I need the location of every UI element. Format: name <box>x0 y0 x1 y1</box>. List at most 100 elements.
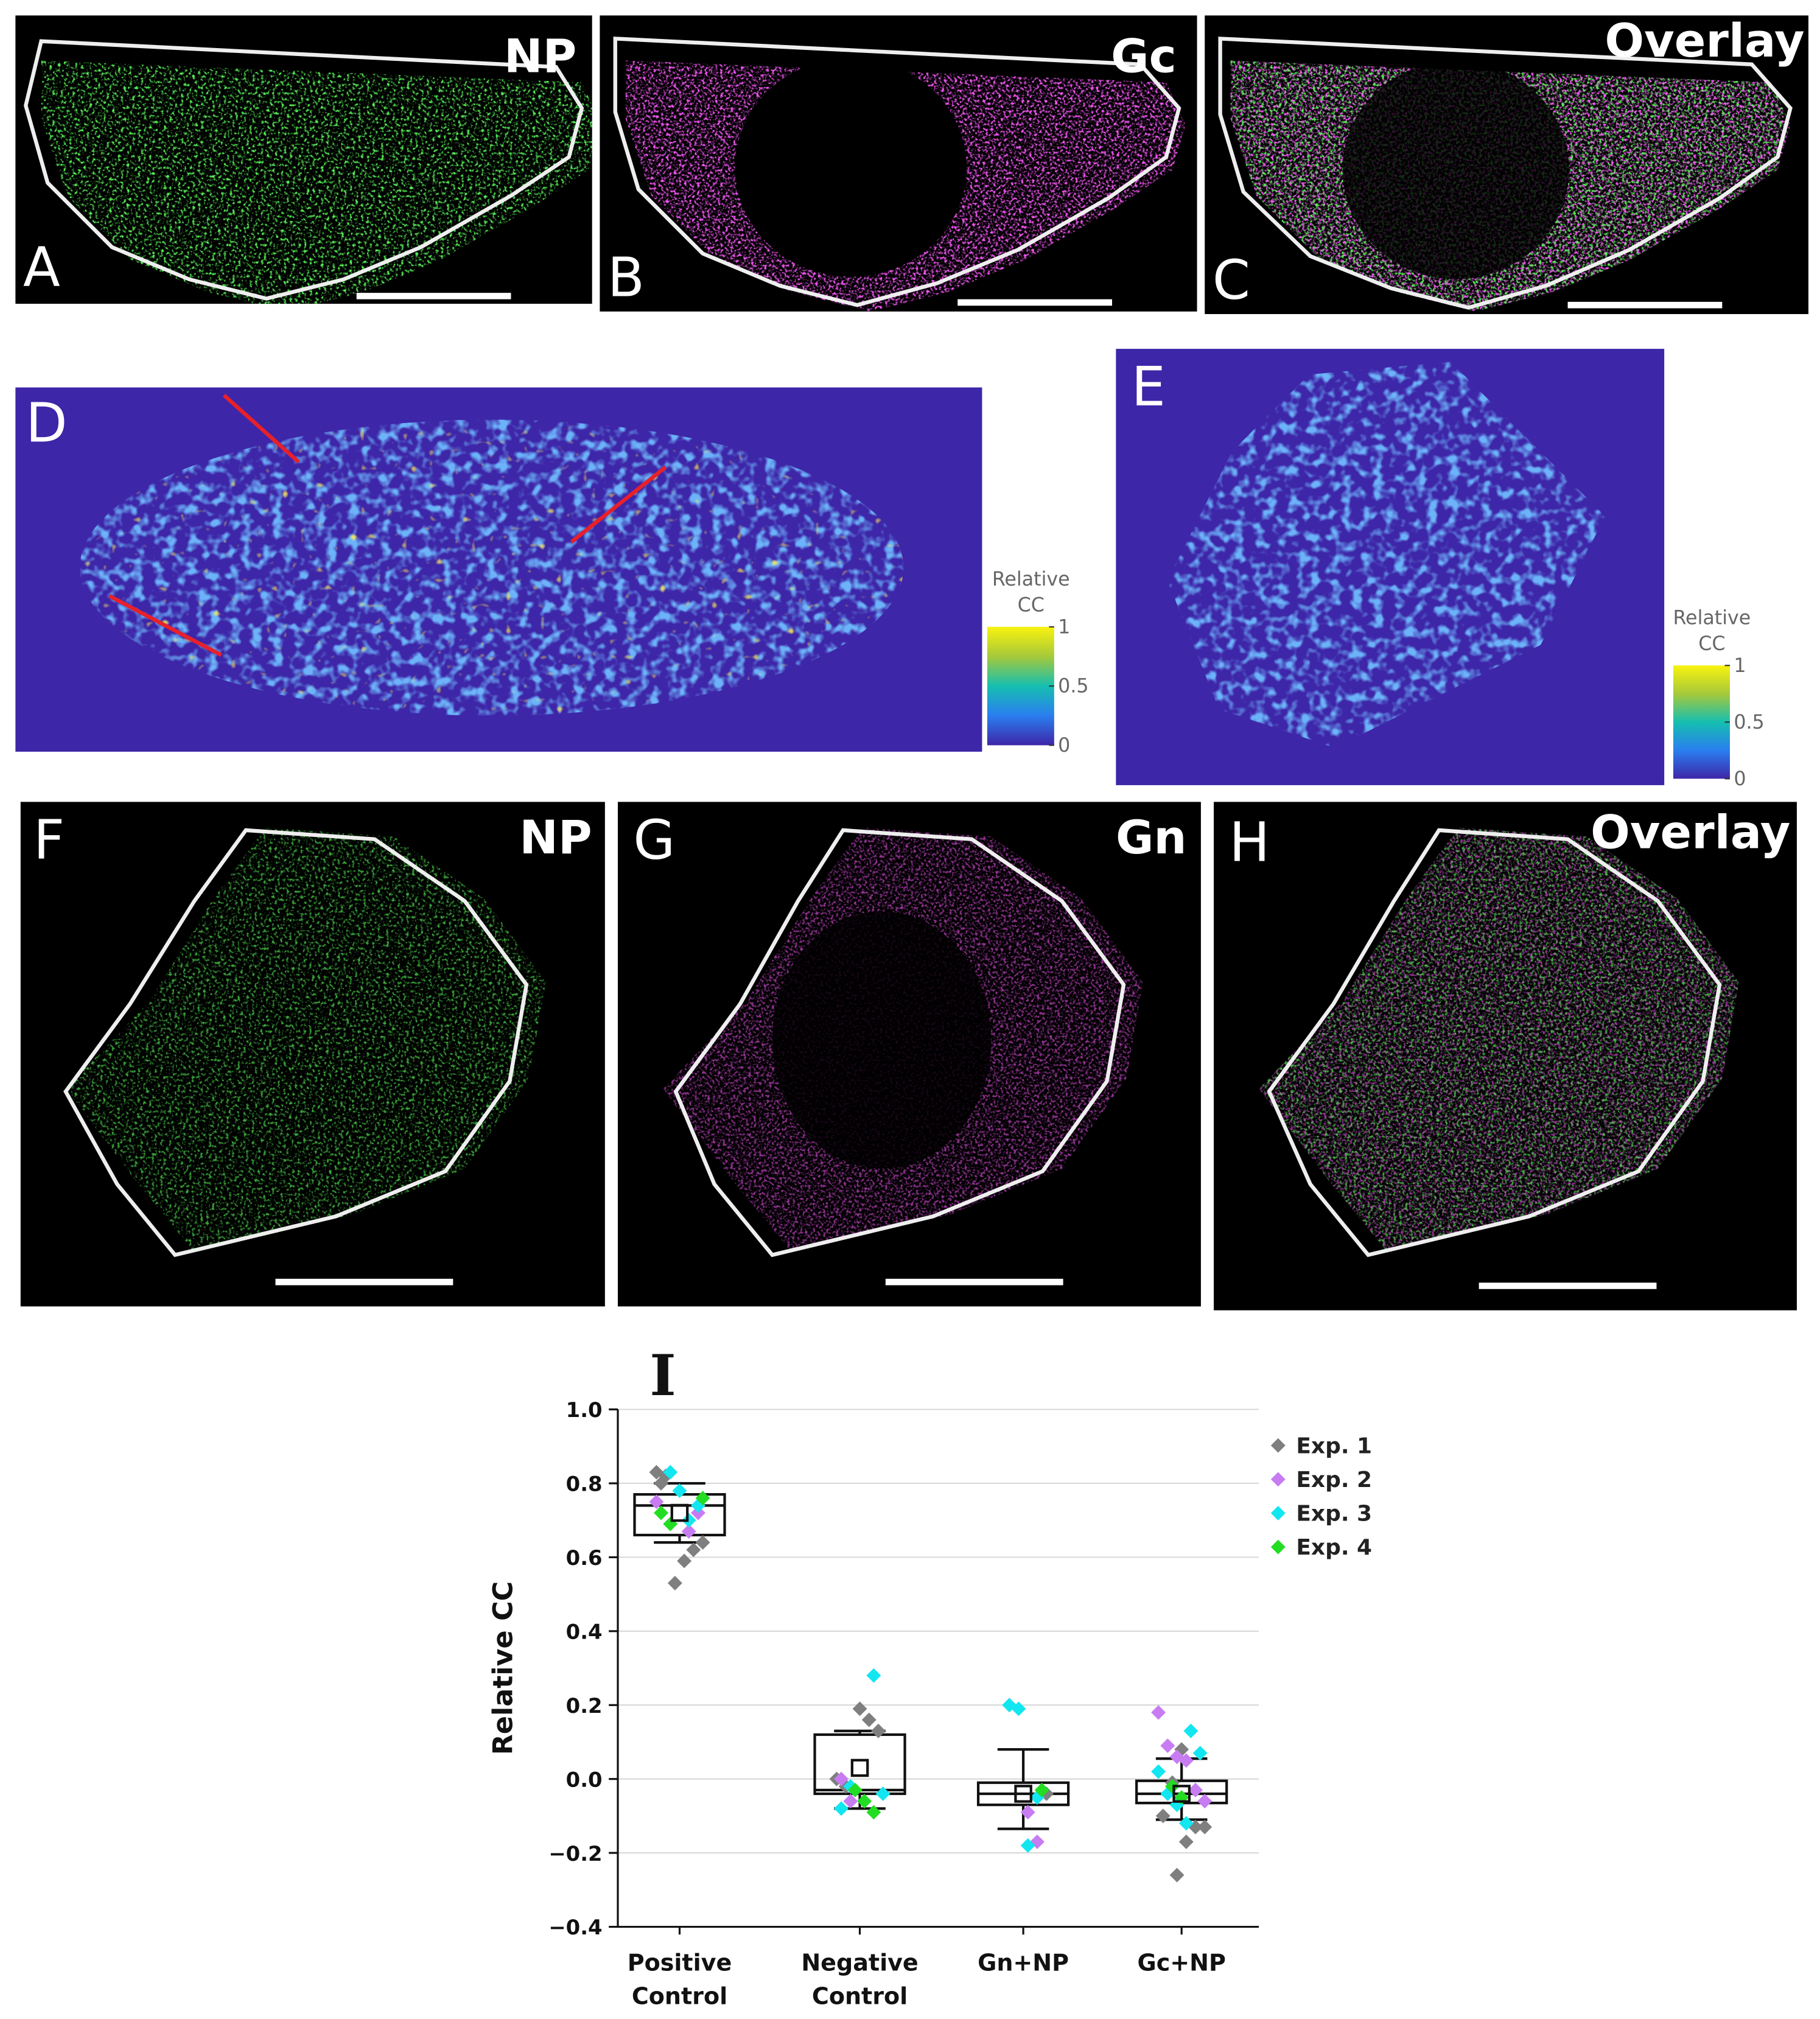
box <box>633 1493 726 1537</box>
legend-marker <box>1270 1438 1286 1453</box>
data-point <box>1197 1819 1213 1835</box>
colorbar-gradient <box>987 626 1054 746</box>
colorbar-title: CC <box>1018 594 1045 616</box>
x-tick-label: Gc+NP <box>1137 1949 1225 1976</box>
y-tick-label: −0.2 <box>548 1842 602 1866</box>
cell-outline <box>1267 828 1722 1258</box>
panel-g: G Gn <box>617 802 1201 1307</box>
legend-label: Exp. 3 <box>1296 1502 1372 1527</box>
panel-label: G <box>633 808 675 871</box>
cell-outline <box>673 828 1126 1258</box>
colorbar-tick-label: 1 <box>1058 616 1070 638</box>
data-point <box>847 1782 863 1797</box>
channel-label: Gn <box>1116 810 1187 864</box>
nucleus <box>735 58 967 277</box>
y-tick-label: 0.2 <box>566 1694 603 1718</box>
channel-label: Gc <box>1111 29 1177 83</box>
data-point <box>667 1575 682 1590</box>
data-point <box>663 1516 678 1531</box>
data-point <box>1192 1746 1208 1761</box>
nucleus <box>1342 60 1569 279</box>
cell-outline <box>63 828 529 1258</box>
data-point <box>1034 1782 1049 1797</box>
channel-label: Overlay <box>1605 13 1804 68</box>
data-point <box>1197 1794 1213 1809</box>
legend-marker <box>1270 1505 1286 1520</box>
y-tick-label: −0.4 <box>548 1916 602 1939</box>
mean <box>1014 1785 1032 1803</box>
panel-label: C <box>1213 249 1250 312</box>
colorbar-gradient <box>1673 665 1730 779</box>
data-point <box>1183 1723 1199 1738</box>
panel-label: F <box>33 808 65 871</box>
cell-outline <box>24 39 584 301</box>
panel-label: A <box>23 236 60 298</box>
heatmap-peaks <box>80 419 904 716</box>
data-point <box>681 1524 696 1539</box>
y-tick-label: 0.6 <box>566 1546 603 1570</box>
data-point <box>1188 1782 1203 1797</box>
x-tick-label: Positive <box>628 1949 732 1976</box>
x-tick-label: Negative <box>801 1949 918 1976</box>
x-tick-label: Control <box>632 1982 727 2009</box>
data-point <box>654 1475 669 1491</box>
data-point <box>866 1805 881 1820</box>
panel-a: A NP <box>15 15 592 304</box>
cell-outline <box>613 37 1181 307</box>
data-point <box>1151 1764 1166 1779</box>
data-point <box>1155 1808 1171 1824</box>
y-axis-label: Relative CC <box>488 1581 519 1755</box>
data-point <box>866 1668 881 1683</box>
panel-label: B <box>607 246 645 309</box>
data-point <box>852 1701 867 1716</box>
colorbar-tick-label: 0.5 <box>1734 712 1764 733</box>
box-plot: I Relative CC −0.4 −0.2 0.0 0.2 0.4 0.6 0.8 1.0 Po… <box>488 1342 1372 2009</box>
legend-marker <box>1270 1539 1286 1555</box>
panel-label: D <box>26 391 67 454</box>
panel-h: H Overlay <box>1214 802 1797 1310</box>
y-tick-label: 0.0 <box>566 1768 603 1791</box>
panel-label: I <box>649 1342 676 1408</box>
legend-label: Exp. 1 <box>1296 1433 1372 1458</box>
y-tick-label: 0.4 <box>566 1620 603 1643</box>
panel-b: B Gc <box>600 15 1197 312</box>
data-point <box>1169 1867 1185 1883</box>
panel-d: D <box>15 387 982 752</box>
x-tick-label: Gn+NP <box>978 1949 1069 1976</box>
data-point <box>672 1483 687 1499</box>
colorbar: Relative CC 1 0.5 0 <box>987 569 1089 757</box>
cell-outline <box>1218 37 1793 310</box>
panel-c: C Overlay <box>1205 13 1808 314</box>
channel-label: NP <box>519 810 592 864</box>
nucleus <box>772 911 992 1169</box>
panel-e: E <box>1116 349 1665 785</box>
colorbar-title: CC <box>1698 633 1725 655</box>
box <box>813 1733 906 1796</box>
colorbar-title: Relative <box>1673 607 1751 629</box>
colorbar-tick-label: 0.5 <box>1058 676 1088 698</box>
data-point <box>1020 1805 1035 1820</box>
panel-f: F NP <box>20 802 605 1307</box>
colorbar: Relative CC 1 0.5 0 <box>1673 607 1764 790</box>
data-point <box>1151 1705 1166 1720</box>
mean <box>670 1503 689 1522</box>
colorbar-tick-label: 0 <box>1734 768 1746 790</box>
x-tick-label: Control <box>812 1982 908 2009</box>
mean <box>1172 1785 1191 1803</box>
y-tick-label: 1.0 <box>566 1398 603 1422</box>
legend-label: Exp. 2 <box>1296 1468 1372 1492</box>
colorbar-tick-label: 0 <box>1058 735 1070 757</box>
channel-label: Overlay <box>1591 805 1790 859</box>
data-point <box>677 1553 692 1569</box>
data-point <box>1178 1753 1194 1768</box>
data-point <box>861 1712 877 1727</box>
data-point <box>1178 1834 1194 1849</box>
arrows <box>108 393 667 657</box>
colorbar-tick-label: 1 <box>1734 655 1746 677</box>
data-point <box>875 1786 891 1801</box>
legend-marker <box>1270 1472 1286 1487</box>
data-point <box>871 1723 886 1738</box>
mean <box>850 1758 869 1777</box>
data-point <box>1160 1738 1175 1753</box>
